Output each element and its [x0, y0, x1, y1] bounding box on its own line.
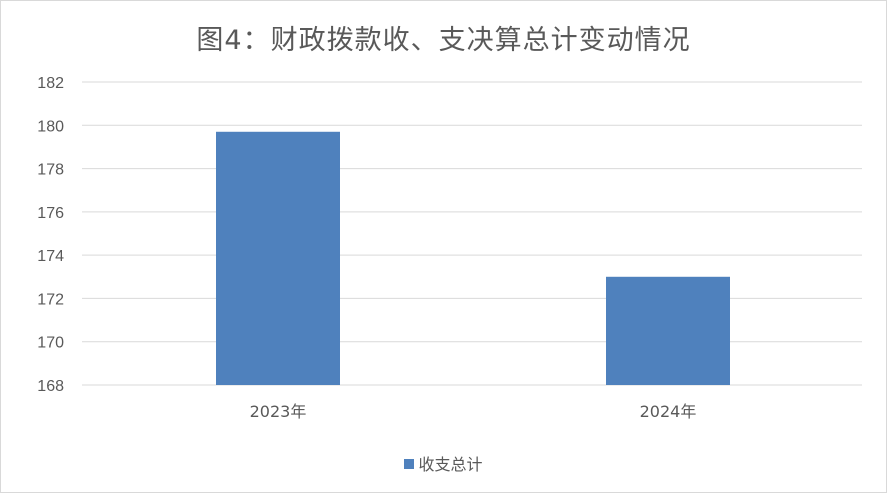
- x-category-label: 2023年: [250, 402, 307, 421]
- legend-label: 收支总计: [418, 455, 483, 474]
- y-tick-label: 174: [37, 248, 64, 265]
- y-tick-label: 176: [37, 205, 64, 222]
- y-tick-label: 178: [37, 162, 64, 179]
- x-category-label: 2024年: [640, 402, 697, 421]
- y-tick-label: 172: [37, 291, 64, 308]
- bars: [216, 131, 730, 385]
- bar: [606, 276, 730, 385]
- chart-title: 图4：财政拨款收、支决算总计变动情况: [196, 25, 691, 56]
- bar: [216, 131, 340, 385]
- x-axis-category-labels: 2023年 2024年: [250, 402, 697, 421]
- y-tick-label: 168: [37, 378, 64, 395]
- gridlines: [82, 81, 862, 386]
- y-tick-label: 170: [37, 335, 64, 352]
- legend: 收支总计: [0, 451, 887, 475]
- y-tick-label: 182: [37, 75, 64, 92]
- y-axis-tick-labels: 168 170 172 174 176 178 180 182: [37, 75, 64, 395]
- legend-swatch: [404, 459, 415, 469]
- y-tick-label: 180: [37, 118, 64, 135]
